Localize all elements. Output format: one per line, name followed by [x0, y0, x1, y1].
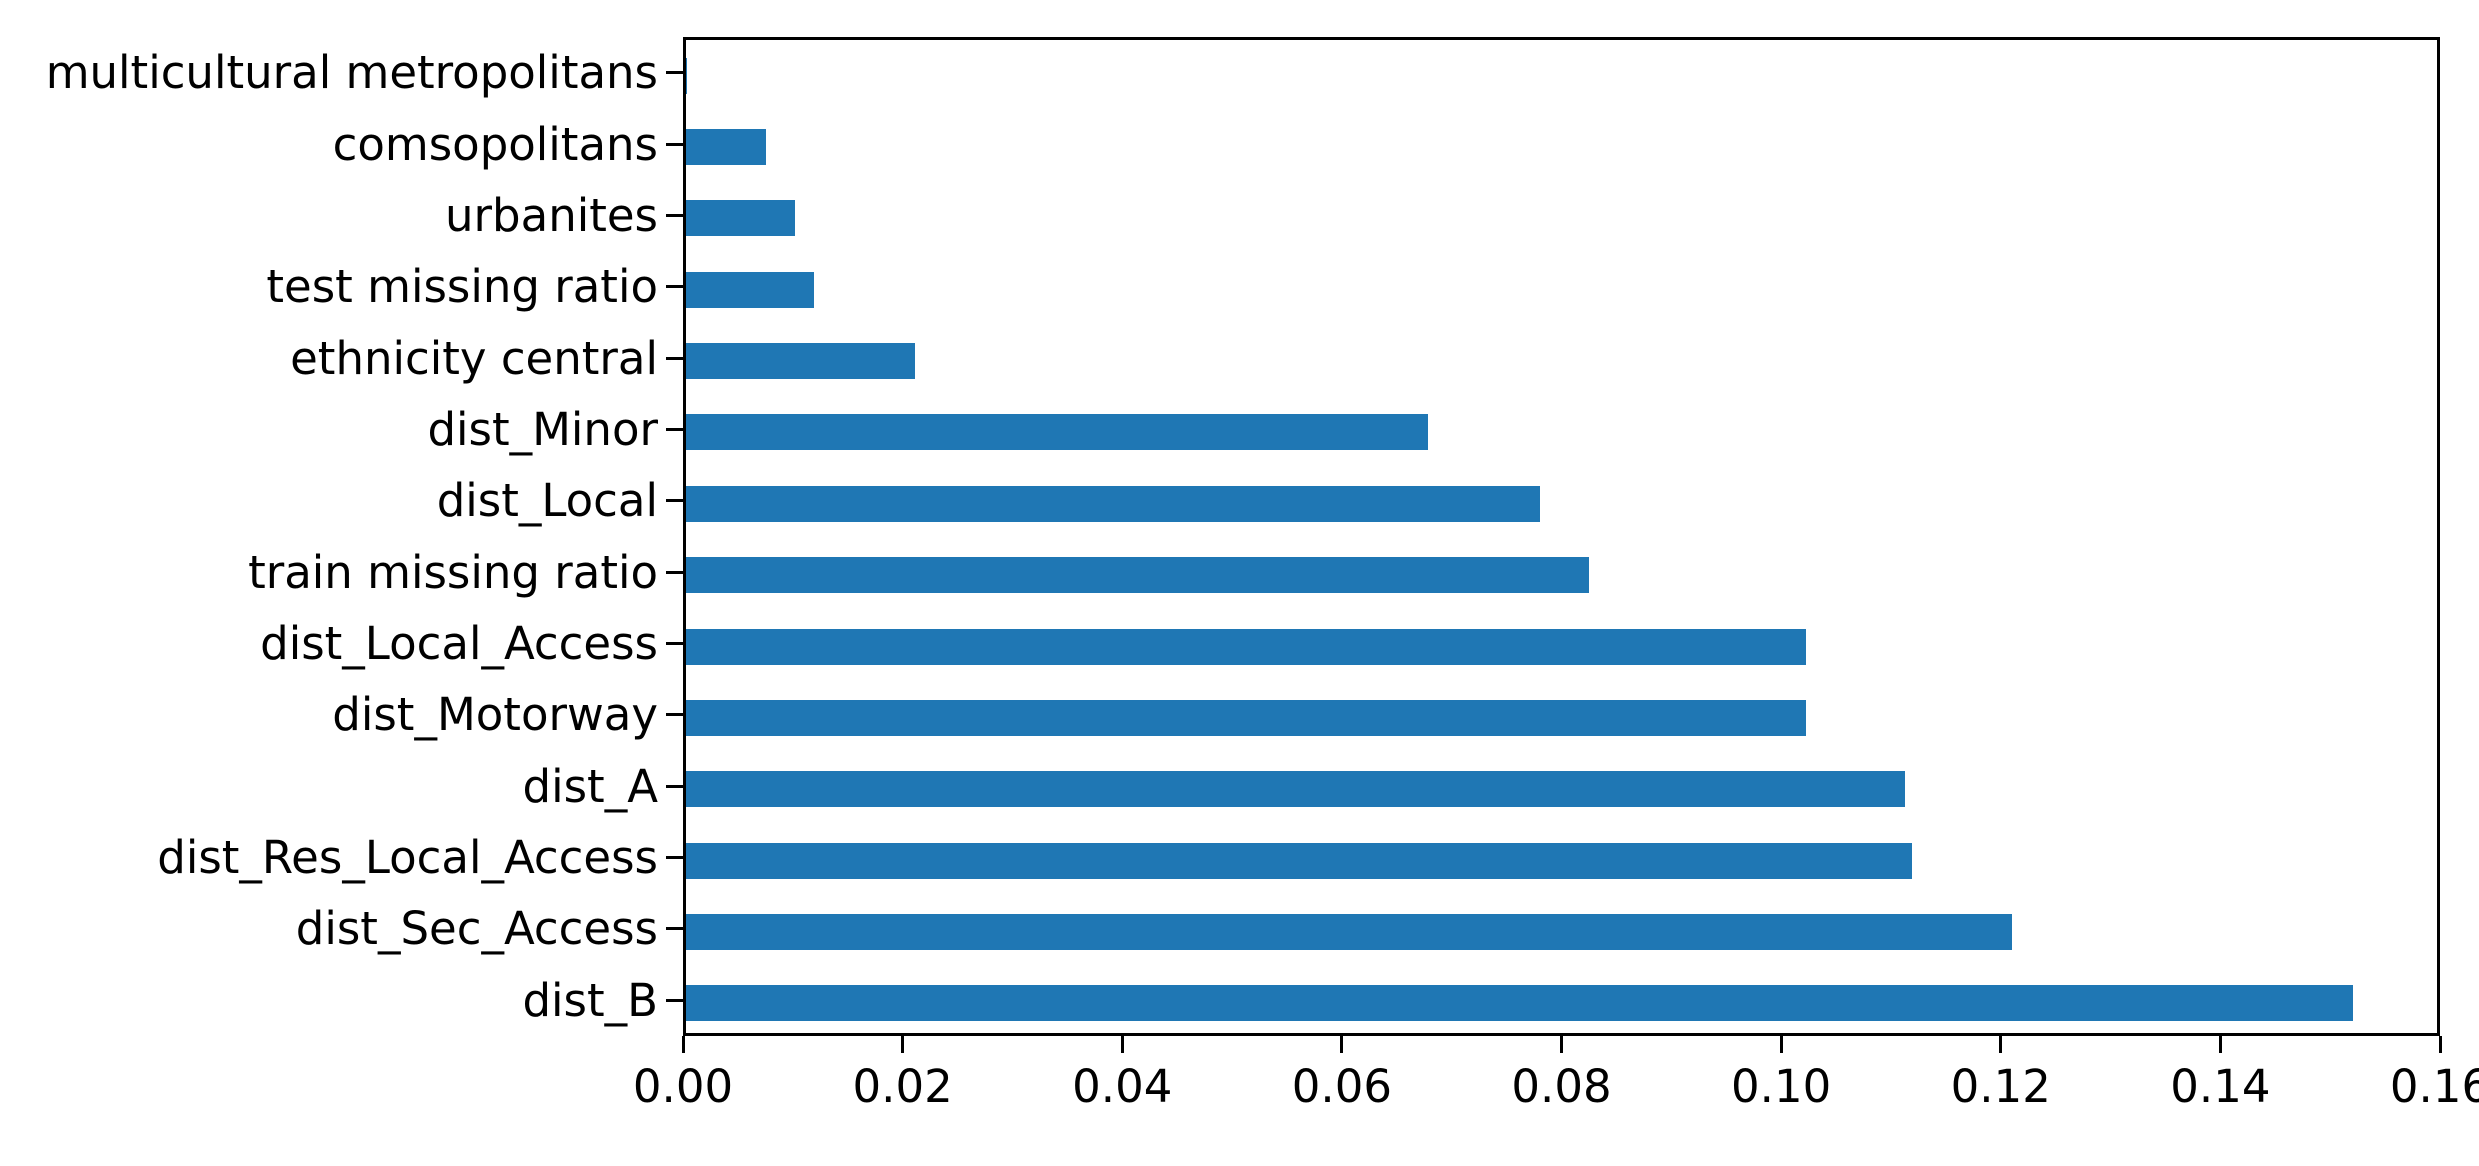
bar-row — [686, 111, 2437, 182]
bar — [686, 699, 1806, 736]
y-tick-mark — [666, 784, 683, 788]
bar — [686, 343, 915, 380]
y-tick-label: comsopolitans — [332, 117, 658, 171]
x-tick-label: 0.08 — [1511, 1060, 1612, 1113]
y-tick-label: dist_Sec_Access — [295, 902, 658, 956]
y-tick-mark — [666, 856, 683, 860]
bar — [686, 557, 1589, 594]
y-tick-label: dist_Local_Access — [260, 617, 658, 671]
y-tick-label: dist_Local — [436, 474, 658, 528]
bar-row — [686, 397, 2437, 468]
bar-row — [686, 968, 2437, 1039]
y-tick-label: urbanites — [445, 188, 658, 242]
bar-row — [686, 540, 2437, 611]
y-tick-mark — [666, 570, 683, 574]
bar — [686, 842, 1912, 879]
bar-row — [686, 754, 2437, 825]
bar — [686, 628, 1806, 665]
y-tick-mark — [666, 499, 683, 503]
y-tick-label: dist_Motorway — [332, 688, 658, 742]
x-tick-mark — [901, 1036, 905, 1053]
bar — [686, 271, 815, 308]
bar-row — [686, 682, 2437, 753]
y-tick-label: ethnicity central — [290, 331, 658, 385]
x-tick-label: 0.06 — [1291, 1060, 1392, 1113]
bar-row — [686, 468, 2437, 539]
y-tick-label: dist_B — [522, 973, 658, 1027]
y-tick-label: test missing ratio — [266, 260, 658, 314]
bar-row — [686, 183, 2437, 254]
y-tick-label: dist_Minor — [427, 402, 658, 456]
x-tick-mark — [1999, 1036, 2003, 1053]
x-tick-label: 0.16 — [2389, 1060, 2479, 1113]
bar — [686, 985, 2353, 1022]
x-tick-label: 0.10 — [1731, 1060, 1832, 1113]
y-tick-mark — [666, 213, 683, 217]
x-tick-mark — [1560, 1036, 1563, 1053]
bar — [686, 57, 688, 94]
x-tick-mark — [681, 1036, 685, 1053]
y-tick-mark — [666, 285, 683, 289]
x-tick-mark — [1779, 1036, 1783, 1053]
y-tick-label: train missing ratio — [248, 545, 658, 599]
y-tick-mark — [666, 713, 683, 717]
bar-row — [686, 825, 2437, 896]
x-tick-mark — [1340, 1036, 1344, 1053]
y-tick-mark — [666, 356, 683, 360]
y-tick-mark — [666, 427, 683, 431]
y-tick-mark — [666, 642, 683, 646]
y-tick-label: dist_A — [522, 759, 658, 813]
bar-row — [686, 254, 2437, 325]
bar — [686, 414, 1428, 451]
x-tick-label: 0.02 — [852, 1060, 953, 1113]
x-tick-label: 0.14 — [2170, 1060, 2271, 1113]
y-tick-mark — [666, 71, 683, 75]
y-tick-mark — [666, 998, 683, 1002]
bar-row — [686, 325, 2437, 396]
x-tick-mark — [1120, 1036, 1124, 1053]
y-tick-label: dist_Res_Local_Access — [157, 831, 658, 885]
bar-row — [686, 896, 2437, 967]
bar — [686, 129, 766, 166]
x-tick-mark — [2438, 1036, 2442, 1053]
plot-area — [683, 37, 2440, 1036]
y-tick-mark — [666, 142, 683, 146]
bar-row — [686, 611, 2437, 682]
y-tick-mark — [666, 927, 683, 931]
x-tick-label: 0.00 — [632, 1060, 734, 1113]
y-tick-label: multicultural metropolitans — [45, 46, 658, 100]
bar — [686, 771, 1906, 808]
x-tick-label: 0.12 — [1950, 1060, 2051, 1113]
bar — [686, 200, 796, 237]
bar — [686, 913, 2013, 950]
bar-row — [686, 40, 2437, 111]
x-tick-label: 0.04 — [1072, 1060, 1173, 1113]
x-tick-mark — [2218, 1036, 2222, 1053]
bar — [686, 485, 1540, 522]
